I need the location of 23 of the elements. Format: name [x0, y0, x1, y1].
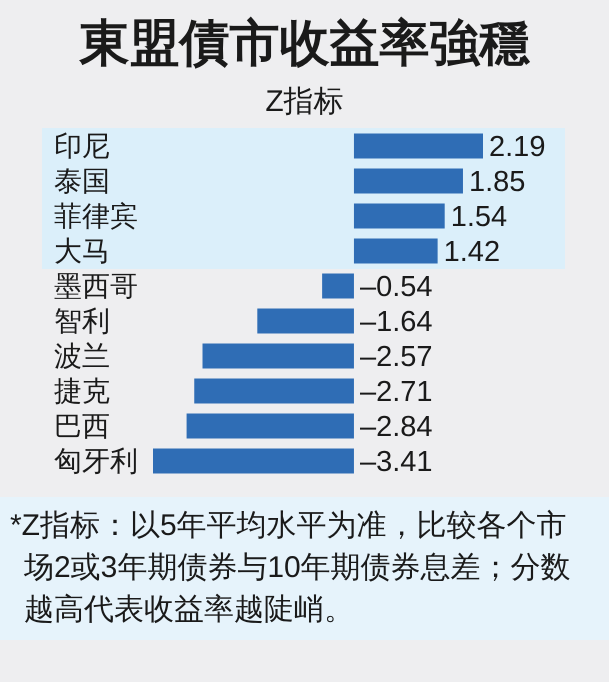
data-label: 1.54 [450, 201, 508, 233]
chart-title: 東盟債市收益率強穩 [78, 14, 531, 72]
y-tick-label: 波兰 [54, 340, 110, 372]
data-label: 1.42 [444, 236, 500, 268]
data-label: –2.57 [360, 341, 433, 373]
data-label: –2.84 [360, 411, 433, 443]
data-label: –0.54 [360, 271, 433, 303]
data-label: –2.71 [360, 376, 433, 408]
y-tick-label: 印尼 [54, 130, 110, 162]
data-label: –1.64 [360, 306, 433, 338]
y-tick-label: 匈牙利 [54, 446, 138, 476]
y-tick-label: 菲律宾 [54, 200, 138, 232]
y-tick-label: 泰国 [54, 166, 110, 196]
data-label: 1.85 [468, 166, 526, 198]
data-label: –3.41 [360, 446, 433, 478]
data-label: 2.19 [489, 131, 546, 163]
y-tick-label: 大马 [54, 236, 110, 266]
chart-subtitle: Z指标 [264, 84, 345, 120]
y-tick-label: 墨西哥 [54, 270, 138, 302]
y-tick-label: 捷克 [54, 376, 110, 406]
y-tick-label: 智利 [54, 306, 110, 336]
y-tick-label: 巴西 [54, 410, 110, 442]
text: *Z指标：以5年平均水平为准，比较各个市场2或3年期债券与10年期债券息差；分数越高代表收益率越陡峭。 [0, 497, 609, 640]
